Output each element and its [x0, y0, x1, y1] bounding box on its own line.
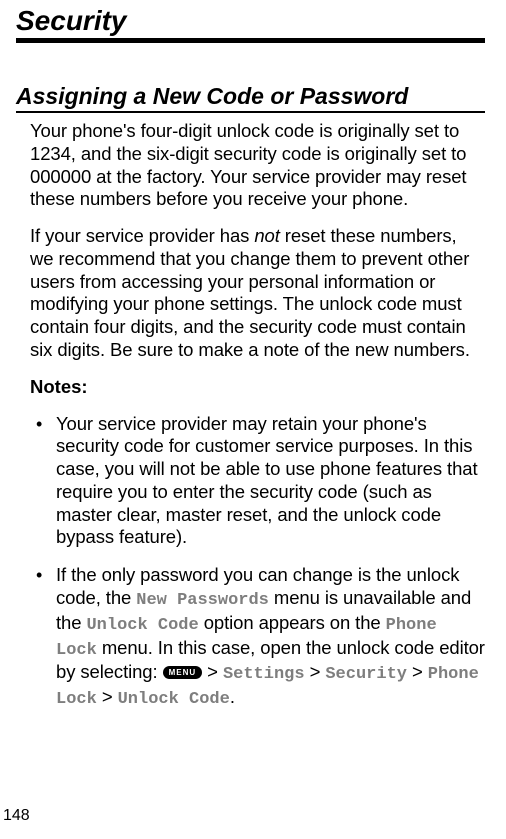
list-item: Your service provider may retain your ph…: [30, 413, 485, 550]
page-number: 148: [3, 807, 30, 825]
b2-t3: option appears on the: [199, 612, 386, 633]
b2-gt1: >: [202, 661, 223, 682]
chapter-rule: [16, 38, 485, 43]
notes-label: Notes:: [30, 376, 485, 398]
list-item: If the only password you can change is t…: [30, 564, 485, 711]
b2-gt3: >: [407, 661, 428, 682]
page: Security Assigning a New Code or Passwor…: [0, 0, 506, 839]
paragraph-2: If your service provider has not reset t…: [30, 225, 485, 362]
mono-unlock-code-1: Unlock Code: [86, 616, 198, 635]
p2-pre: If your service provider has: [30, 225, 254, 246]
chapter-title: Security: [16, 5, 485, 37]
p2-italic: not: [254, 225, 279, 246]
b2-period: .: [230, 686, 235, 707]
mono-unlock-code-2: Unlock Code: [118, 690, 230, 709]
b2-gt4: >: [97, 686, 118, 707]
notes-list: Your service provider may retain your ph…: [30, 413, 485, 712]
menu-key-icon: MENU: [163, 666, 203, 679]
section-title: Assigning a New Code or Password: [16, 83, 485, 110]
mono-new-passwords: New Passwords: [136, 591, 269, 610]
b2-gt2: >: [305, 661, 326, 682]
bullet-1-text: Your service provider may retain your ph…: [56, 413, 478, 548]
paragraph-1: Your phone's four-digit unlock code is o…: [30, 120, 485, 211]
section-rule: [16, 111, 485, 113]
mono-security: Security: [325, 665, 407, 684]
mono-settings: Settings: [223, 665, 305, 684]
